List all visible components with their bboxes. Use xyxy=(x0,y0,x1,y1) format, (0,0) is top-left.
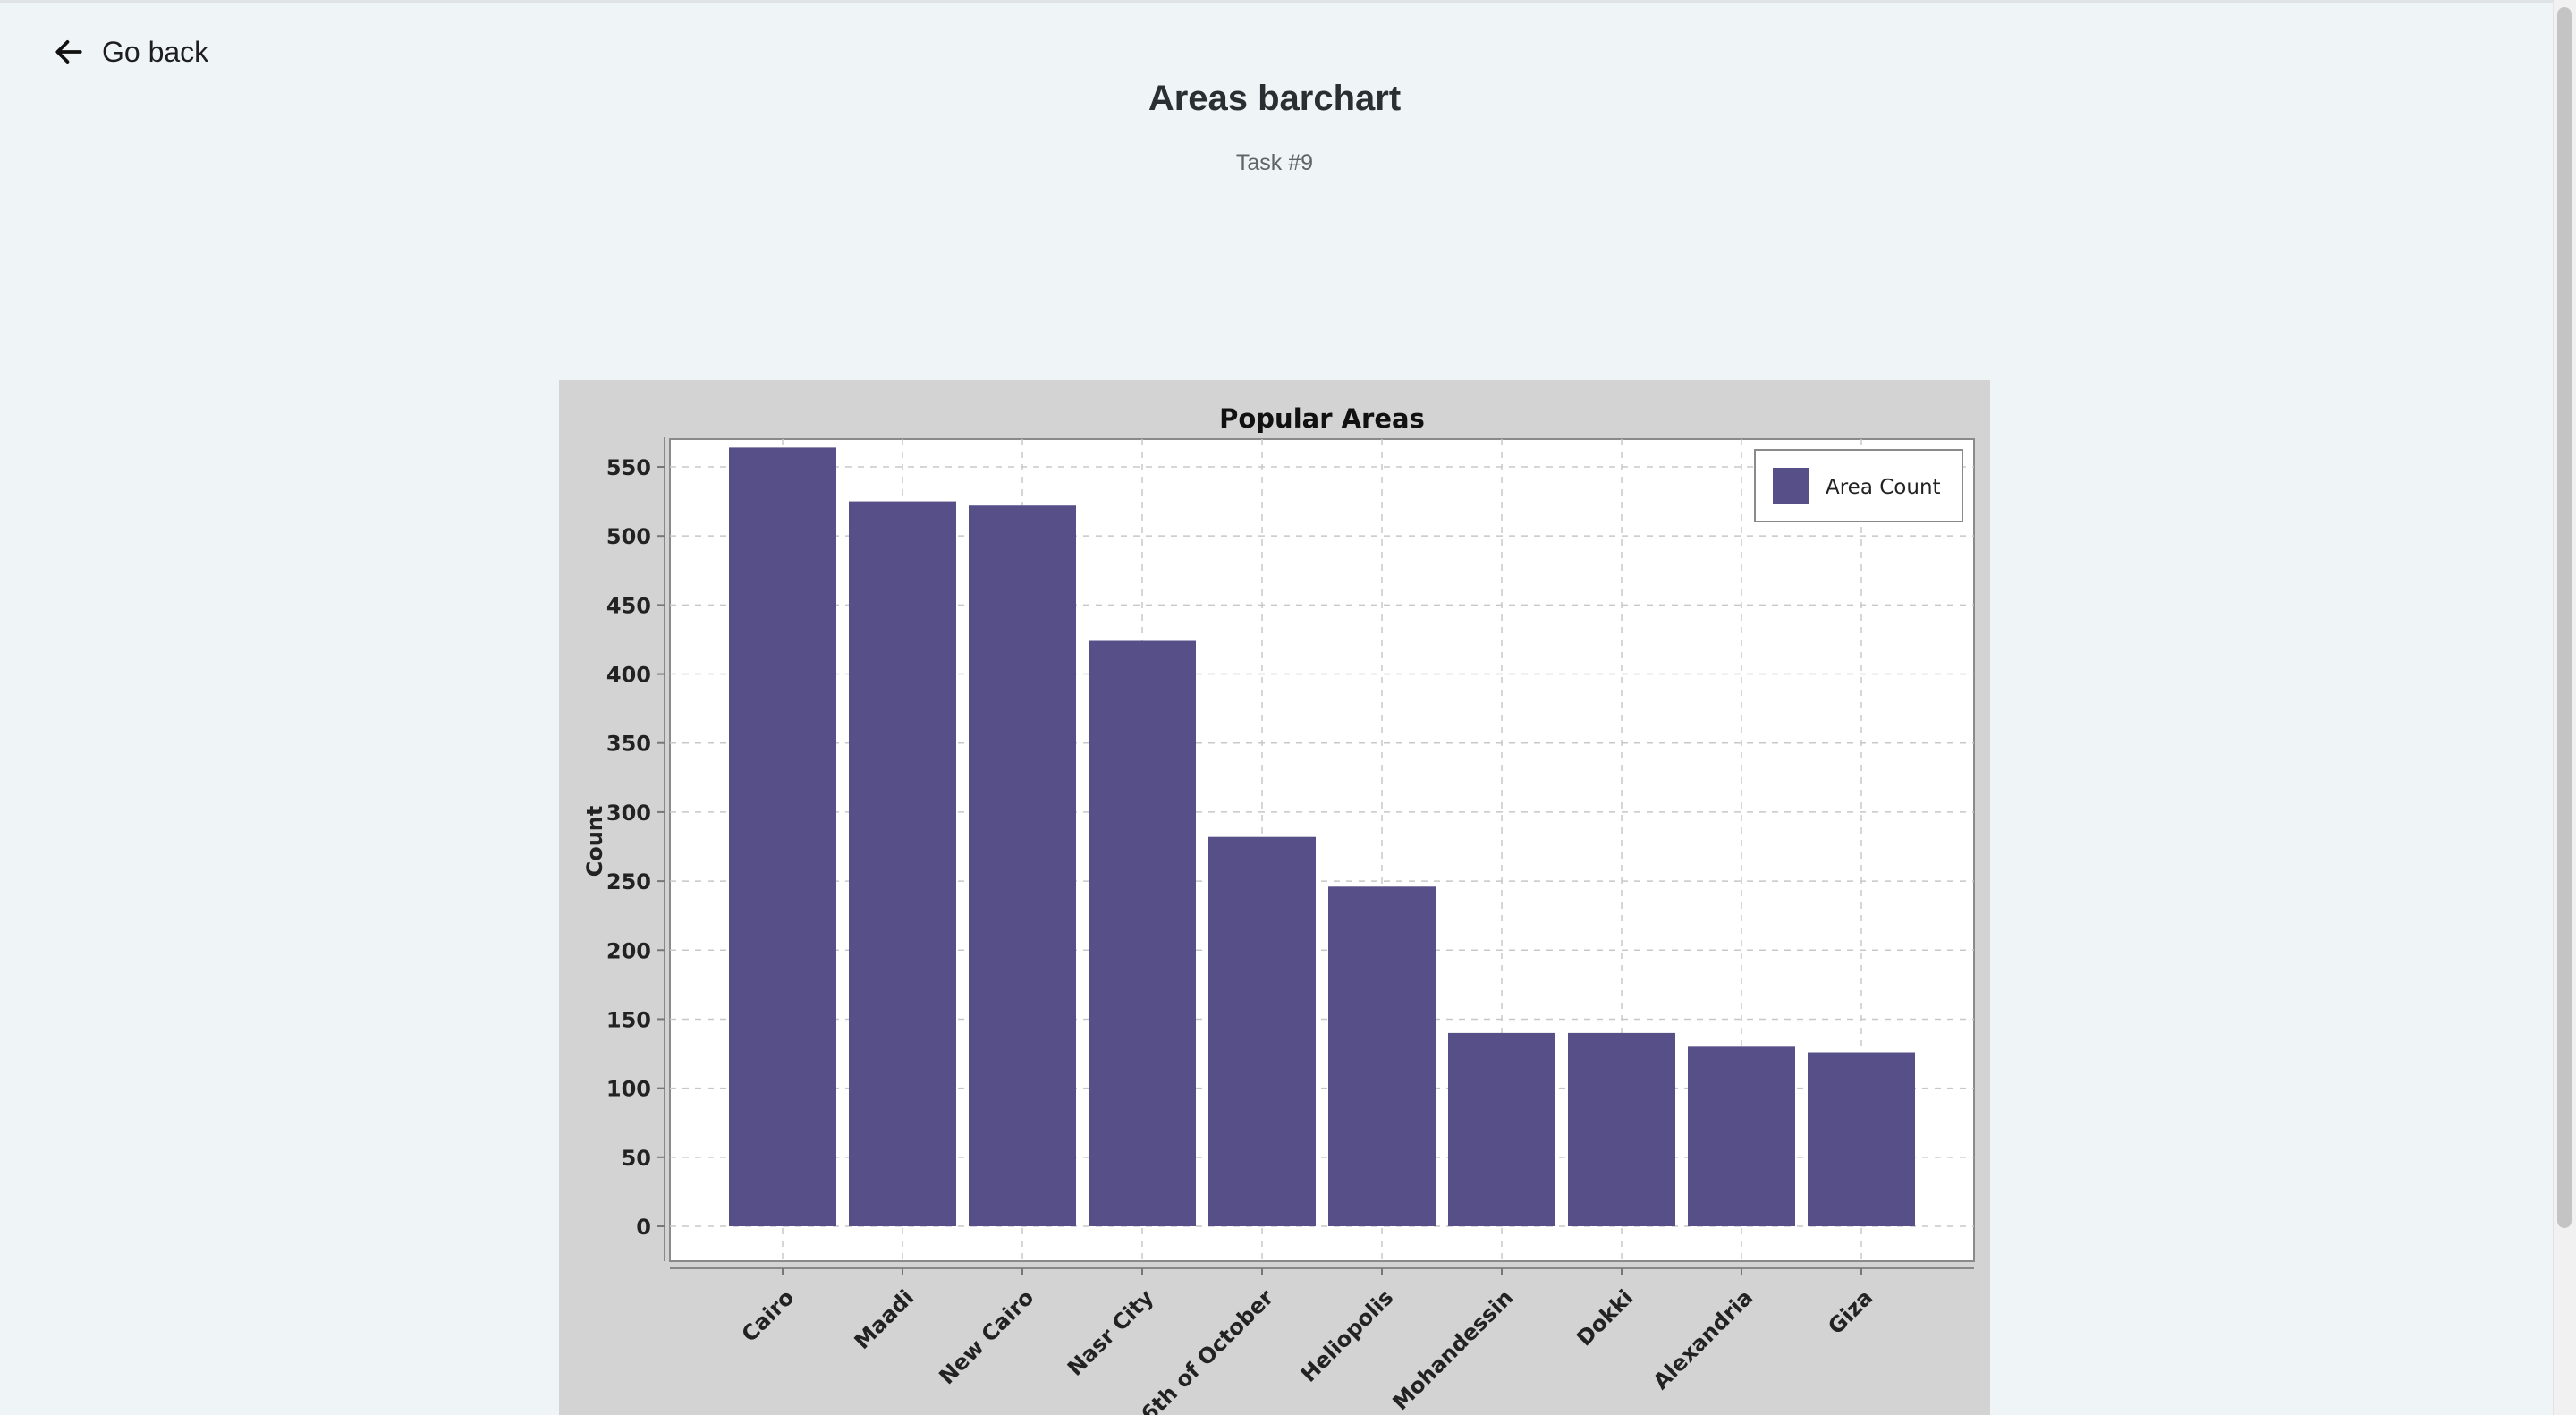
bar-mohandessin xyxy=(1448,1032,1555,1226)
x-tick-label: Heliopolis xyxy=(1296,1284,1398,1386)
chart-container: Popular Areas 0 50 100 150 200 250 300 350 400 450… xyxy=(559,380,1990,1415)
y-tick-label: 400 xyxy=(606,663,651,688)
y-tick-label: 250 xyxy=(606,869,651,894)
bar-cairo xyxy=(729,447,836,1226)
bar-giza xyxy=(1808,1052,1915,1226)
y-tick-label: 150 xyxy=(606,1007,651,1032)
x-tick-label: 6th of October xyxy=(1136,1284,1278,1415)
x-tick-label: New Cairo xyxy=(934,1284,1038,1389)
bar-maadi xyxy=(849,501,956,1226)
page-title: Areas barchart xyxy=(1148,79,1402,118)
y-tick-label: 300 xyxy=(606,801,651,826)
x-tick-label: Cairo xyxy=(737,1284,800,1347)
bar-heliopolis xyxy=(1328,886,1436,1226)
y-tick-label: 100 xyxy=(606,1077,651,1102)
arrow-left-icon xyxy=(55,40,82,64)
y-tick-label: 450 xyxy=(606,593,651,618)
scrollbar-thumb[interactable] xyxy=(2557,7,2572,1228)
bar-alexandria xyxy=(1688,1046,1795,1226)
y-tick-label: 500 xyxy=(606,524,651,549)
bar-chart: Popular Areas 0 50 100 150 200 250 300 350 400 450… xyxy=(582,403,1975,1415)
bar-dokki xyxy=(1568,1032,1675,1226)
x-tick-label: Mohandessin xyxy=(1388,1284,1519,1415)
top-border xyxy=(0,0,2576,3)
y-tick-label: 350 xyxy=(606,732,651,757)
bar-new-cairo xyxy=(969,505,1076,1226)
legend-swatch xyxy=(1773,468,1809,504)
bar-6th-of-october xyxy=(1208,836,1316,1226)
x-tick-label: Alexandria xyxy=(1648,1284,1758,1394)
y-tick-label: 50 xyxy=(622,1146,651,1171)
x-tick-label: Nasr City xyxy=(1063,1284,1159,1381)
bar-nasr-city xyxy=(1089,640,1196,1226)
x-tick-label: Dokki xyxy=(1572,1284,1638,1351)
go-back-label: Go back xyxy=(102,35,209,68)
y-tick-label: 550 xyxy=(606,455,651,480)
x-tick-label: Maadi xyxy=(850,1284,919,1354)
y-tick-label: 0 xyxy=(636,1215,651,1240)
chart-title: Popular Areas xyxy=(1219,403,1425,434)
x-tick-label: Giza xyxy=(1823,1284,1877,1339)
y-axis-label: Count xyxy=(582,806,607,877)
legend-label: Area Count xyxy=(1826,476,1941,499)
go-back-button[interactable]: Go back xyxy=(52,30,208,73)
page-subtitle: Task #9 xyxy=(1235,150,1314,175)
y-tick-label: 200 xyxy=(606,938,651,963)
